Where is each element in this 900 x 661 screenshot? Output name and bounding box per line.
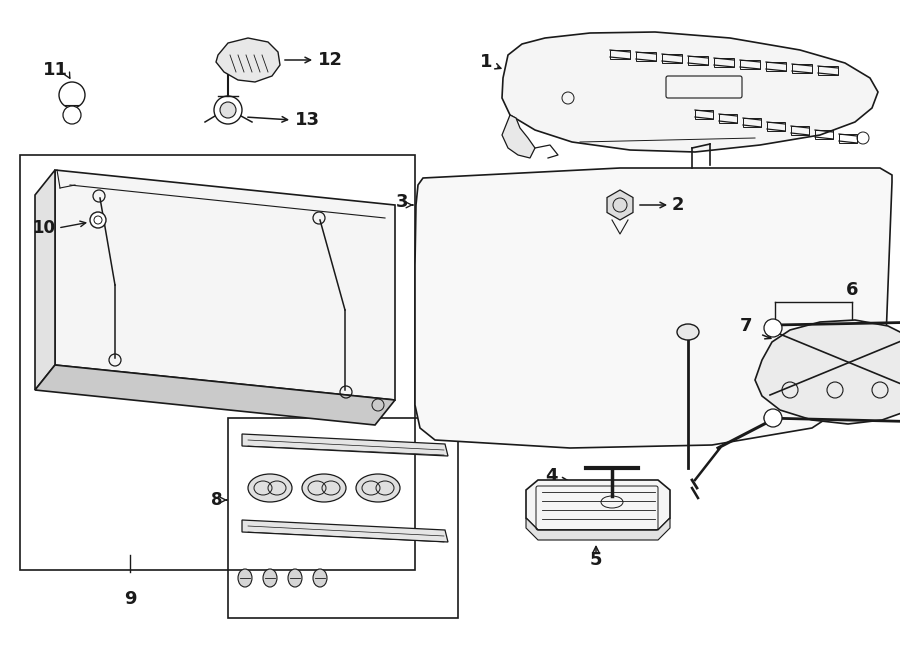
Polygon shape xyxy=(242,434,448,456)
Ellipse shape xyxy=(302,474,346,502)
Circle shape xyxy=(764,409,782,427)
Polygon shape xyxy=(35,365,395,425)
Text: 4: 4 xyxy=(545,467,558,485)
Polygon shape xyxy=(502,32,878,152)
Polygon shape xyxy=(755,320,900,424)
Circle shape xyxy=(59,82,85,108)
Polygon shape xyxy=(55,170,395,400)
Text: 2: 2 xyxy=(672,196,685,214)
Polygon shape xyxy=(35,170,55,390)
Circle shape xyxy=(764,319,782,337)
Ellipse shape xyxy=(238,569,252,587)
Text: 9: 9 xyxy=(124,590,136,608)
Text: 5: 5 xyxy=(590,551,602,569)
Text: 7: 7 xyxy=(740,317,752,335)
Circle shape xyxy=(214,96,242,124)
Text: 12: 12 xyxy=(318,51,343,69)
Circle shape xyxy=(63,106,81,124)
Circle shape xyxy=(220,102,236,118)
Text: 3: 3 xyxy=(395,193,408,211)
Text: 1: 1 xyxy=(480,53,492,71)
Polygon shape xyxy=(526,518,670,540)
Text: 6: 6 xyxy=(846,281,859,299)
Ellipse shape xyxy=(677,324,699,340)
Ellipse shape xyxy=(248,474,292,502)
Text: 13: 13 xyxy=(295,111,320,129)
Polygon shape xyxy=(216,38,280,82)
Ellipse shape xyxy=(593,491,631,513)
Ellipse shape xyxy=(263,569,277,587)
Ellipse shape xyxy=(313,569,327,587)
Polygon shape xyxy=(242,520,448,542)
Circle shape xyxy=(90,212,106,228)
Text: 11: 11 xyxy=(42,61,68,79)
Polygon shape xyxy=(502,115,535,158)
Text: 10: 10 xyxy=(32,219,55,237)
Polygon shape xyxy=(415,168,892,448)
Text: 8: 8 xyxy=(211,491,222,509)
Ellipse shape xyxy=(356,474,400,502)
Polygon shape xyxy=(526,480,670,530)
Ellipse shape xyxy=(288,569,302,587)
Polygon shape xyxy=(607,190,633,220)
